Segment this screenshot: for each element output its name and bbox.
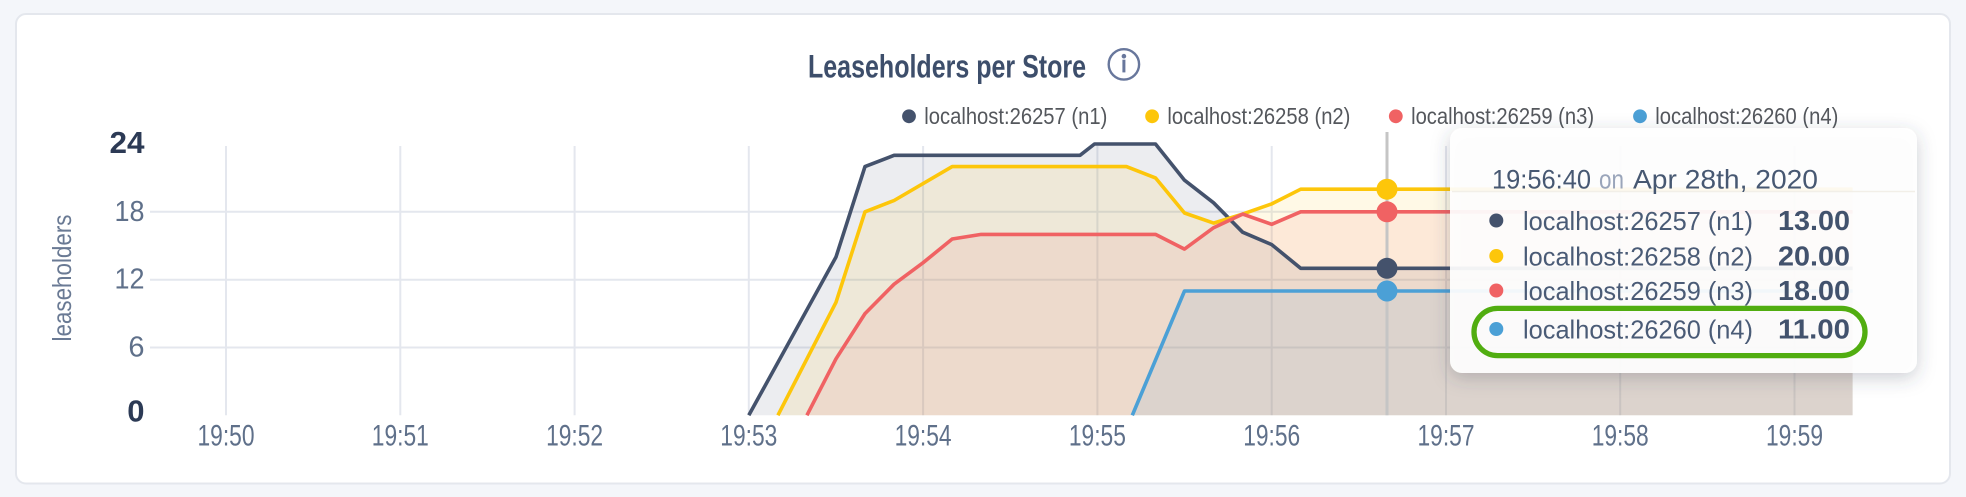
svg-text:24: 24 [110, 125, 146, 160]
svg-text:18.00: 18.00 [1778, 275, 1850, 306]
svg-text:localhost:26257 (n1): localhost:26257 (n1) [924, 103, 1107, 129]
svg-text:13.00: 13.00 [1778, 205, 1850, 236]
svg-text:Leaseholders per Store: Leaseholders per Store [808, 49, 1086, 85]
svg-text:19:50: 19:50 [198, 420, 255, 453]
svg-text:20.00: 20.00 [1778, 240, 1850, 271]
svg-text:localhost:26260 (n4): localhost:26260 (n4) [1523, 314, 1753, 344]
svg-text:on: on [1599, 165, 1624, 195]
svg-text:localhost:26258 (n2): localhost:26258 (n2) [1167, 103, 1350, 129]
svg-text:localhost:26259 (n3): localhost:26259 (n3) [1523, 276, 1753, 306]
svg-text:19:56:40: 19:56:40 [1492, 165, 1591, 195]
svg-text:19:58: 19:58 [1592, 420, 1649, 453]
svg-text:localhost:26258 (n2): localhost:26258 (n2) [1523, 241, 1753, 271]
svg-text:leaseholders: leaseholders [47, 215, 77, 342]
svg-text:localhost:26259 (n3): localhost:26259 (n3) [1411, 103, 1594, 129]
svg-text:19:52: 19:52 [546, 420, 603, 453]
svg-text:19:57: 19:57 [1418, 420, 1475, 453]
svg-text:12: 12 [115, 264, 145, 296]
svg-text:19:56: 19:56 [1243, 420, 1300, 453]
svg-text:0: 0 [127, 394, 144, 429]
svg-text:19:59: 19:59 [1766, 420, 1823, 453]
svg-text:Apr 28th, 2020: Apr 28th, 2020 [1633, 165, 1818, 195]
svg-text:19:55: 19:55 [1069, 420, 1126, 453]
svg-text:19:51: 19:51 [372, 420, 429, 453]
svg-text:19:53: 19:53 [720, 420, 777, 453]
svg-text:localhost:26257 (n1): localhost:26257 (n1) [1523, 206, 1753, 236]
svg-text:18: 18 [115, 196, 145, 228]
svg-text:localhost:26260 (n4): localhost:26260 (n4) [1655, 103, 1838, 129]
svg-text:11.00: 11.00 [1778, 313, 1850, 344]
svg-text:19:54: 19:54 [895, 420, 952, 453]
svg-text:6: 6 [128, 332, 144, 364]
